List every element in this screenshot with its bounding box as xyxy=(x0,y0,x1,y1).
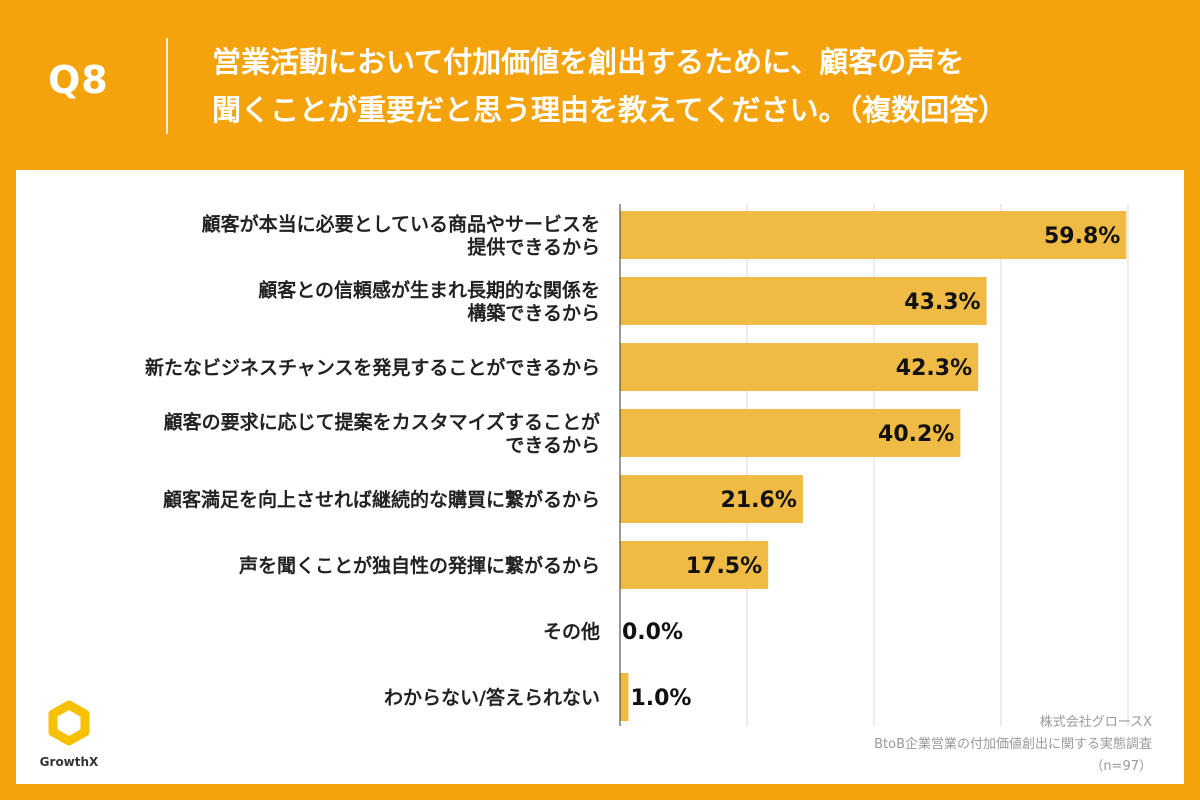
header-divider xyxy=(166,38,168,134)
header: Q8 営業活動において付加価値を創出するために、顧客の声を 聞くことが重要だと思… xyxy=(0,0,1200,170)
category-label-5-0: 声を聞くことが独自性の発揮に繋がるから xyxy=(238,554,600,577)
category-labels: 顧客が本当に必要としている商品やサービスを提供できるから顧客との信頼感が生まれ長… xyxy=(145,213,600,710)
category-label-3-0: 顧客の要求に応じて提案をカスタマイズすることが xyxy=(164,411,600,434)
question-title-line-1: 営業活動において付加価値を創出するために、顧客の声を xyxy=(212,45,965,79)
value-label-5: 17.5% xyxy=(686,554,762,579)
logo-hexagon-icon xyxy=(48,700,90,746)
value-label-6: 0.0% xyxy=(622,620,683,645)
footer: 株式会社グロースX BtoB企業営業の付加価値創出に関する実態調査 （n=97） xyxy=(874,714,1152,774)
category-label-0-0: 顧客が本当に必要としている商品やサービスを xyxy=(202,213,600,236)
category-label-3-1: できるから xyxy=(505,435,600,457)
value-label-0: 59.8% xyxy=(1044,224,1120,249)
category-label-4-0: 顧客満足を向上させれば継続的な購買に繋がるから xyxy=(163,488,600,511)
category-label-1-1: 構築できるから xyxy=(467,302,600,325)
value-label-2: 42.3% xyxy=(896,356,972,381)
bar-7 xyxy=(620,673,629,721)
bar-chart: 顧客が本当に必要としている商品やサービスを提供できるから顧客との信頼感が生まれ長… xyxy=(40,204,1152,774)
value-label-7: 1.0% xyxy=(630,686,691,711)
footer-sample-size: （n=97） xyxy=(1090,759,1152,774)
footer-company: 株式会社グロースX xyxy=(1040,714,1152,730)
bar-0 xyxy=(620,211,1127,259)
value-labels: 59.8% 43.3% 42.3% 40.2% 21.6% 17.5% 0.0% 1.0% xyxy=(622,224,1120,711)
value-label-3: 40.2% xyxy=(878,422,954,447)
question-title-line-2: 聞くことが重要だと思う理由を教えてください。（複数回答） xyxy=(212,93,1008,127)
bars xyxy=(620,211,1127,721)
logo-text: GrowthX xyxy=(40,755,99,769)
bar-1 xyxy=(620,277,987,325)
question-title: 営業活動において付加価値を創出するために、顧客の声を 聞くことが重要だと思う理由… xyxy=(212,38,1172,134)
value-label-4: 21.6% xyxy=(721,488,797,513)
category-label-0-1: 提供できるから xyxy=(467,236,600,259)
question-number: Q8 xyxy=(48,58,109,102)
category-label-2-0: 新たなビジネスチャンスを発見することができるから xyxy=(145,356,600,379)
bar-4 xyxy=(620,475,803,523)
value-label-1: 43.3% xyxy=(904,290,980,315)
category-label-7-0: わからない/答えられない xyxy=(384,686,600,709)
bar-2 xyxy=(620,343,979,391)
growthx-logo: GrowthX xyxy=(40,700,99,769)
bar-5 xyxy=(620,541,769,589)
bar-3 xyxy=(620,409,961,457)
chart-panel: 顧客が本当に必要としている商品やサービスを 提供できるから顧客との信頼感が生まれ長… xyxy=(16,170,1184,784)
footer-survey: BtoB企業営業の付加価値創出に関する実態調査 xyxy=(874,736,1152,752)
category-label-1-0: 顧客との信頼感が生まれ長期的な関係を xyxy=(258,279,600,302)
category-label-6-0: その他 xyxy=(543,620,600,643)
